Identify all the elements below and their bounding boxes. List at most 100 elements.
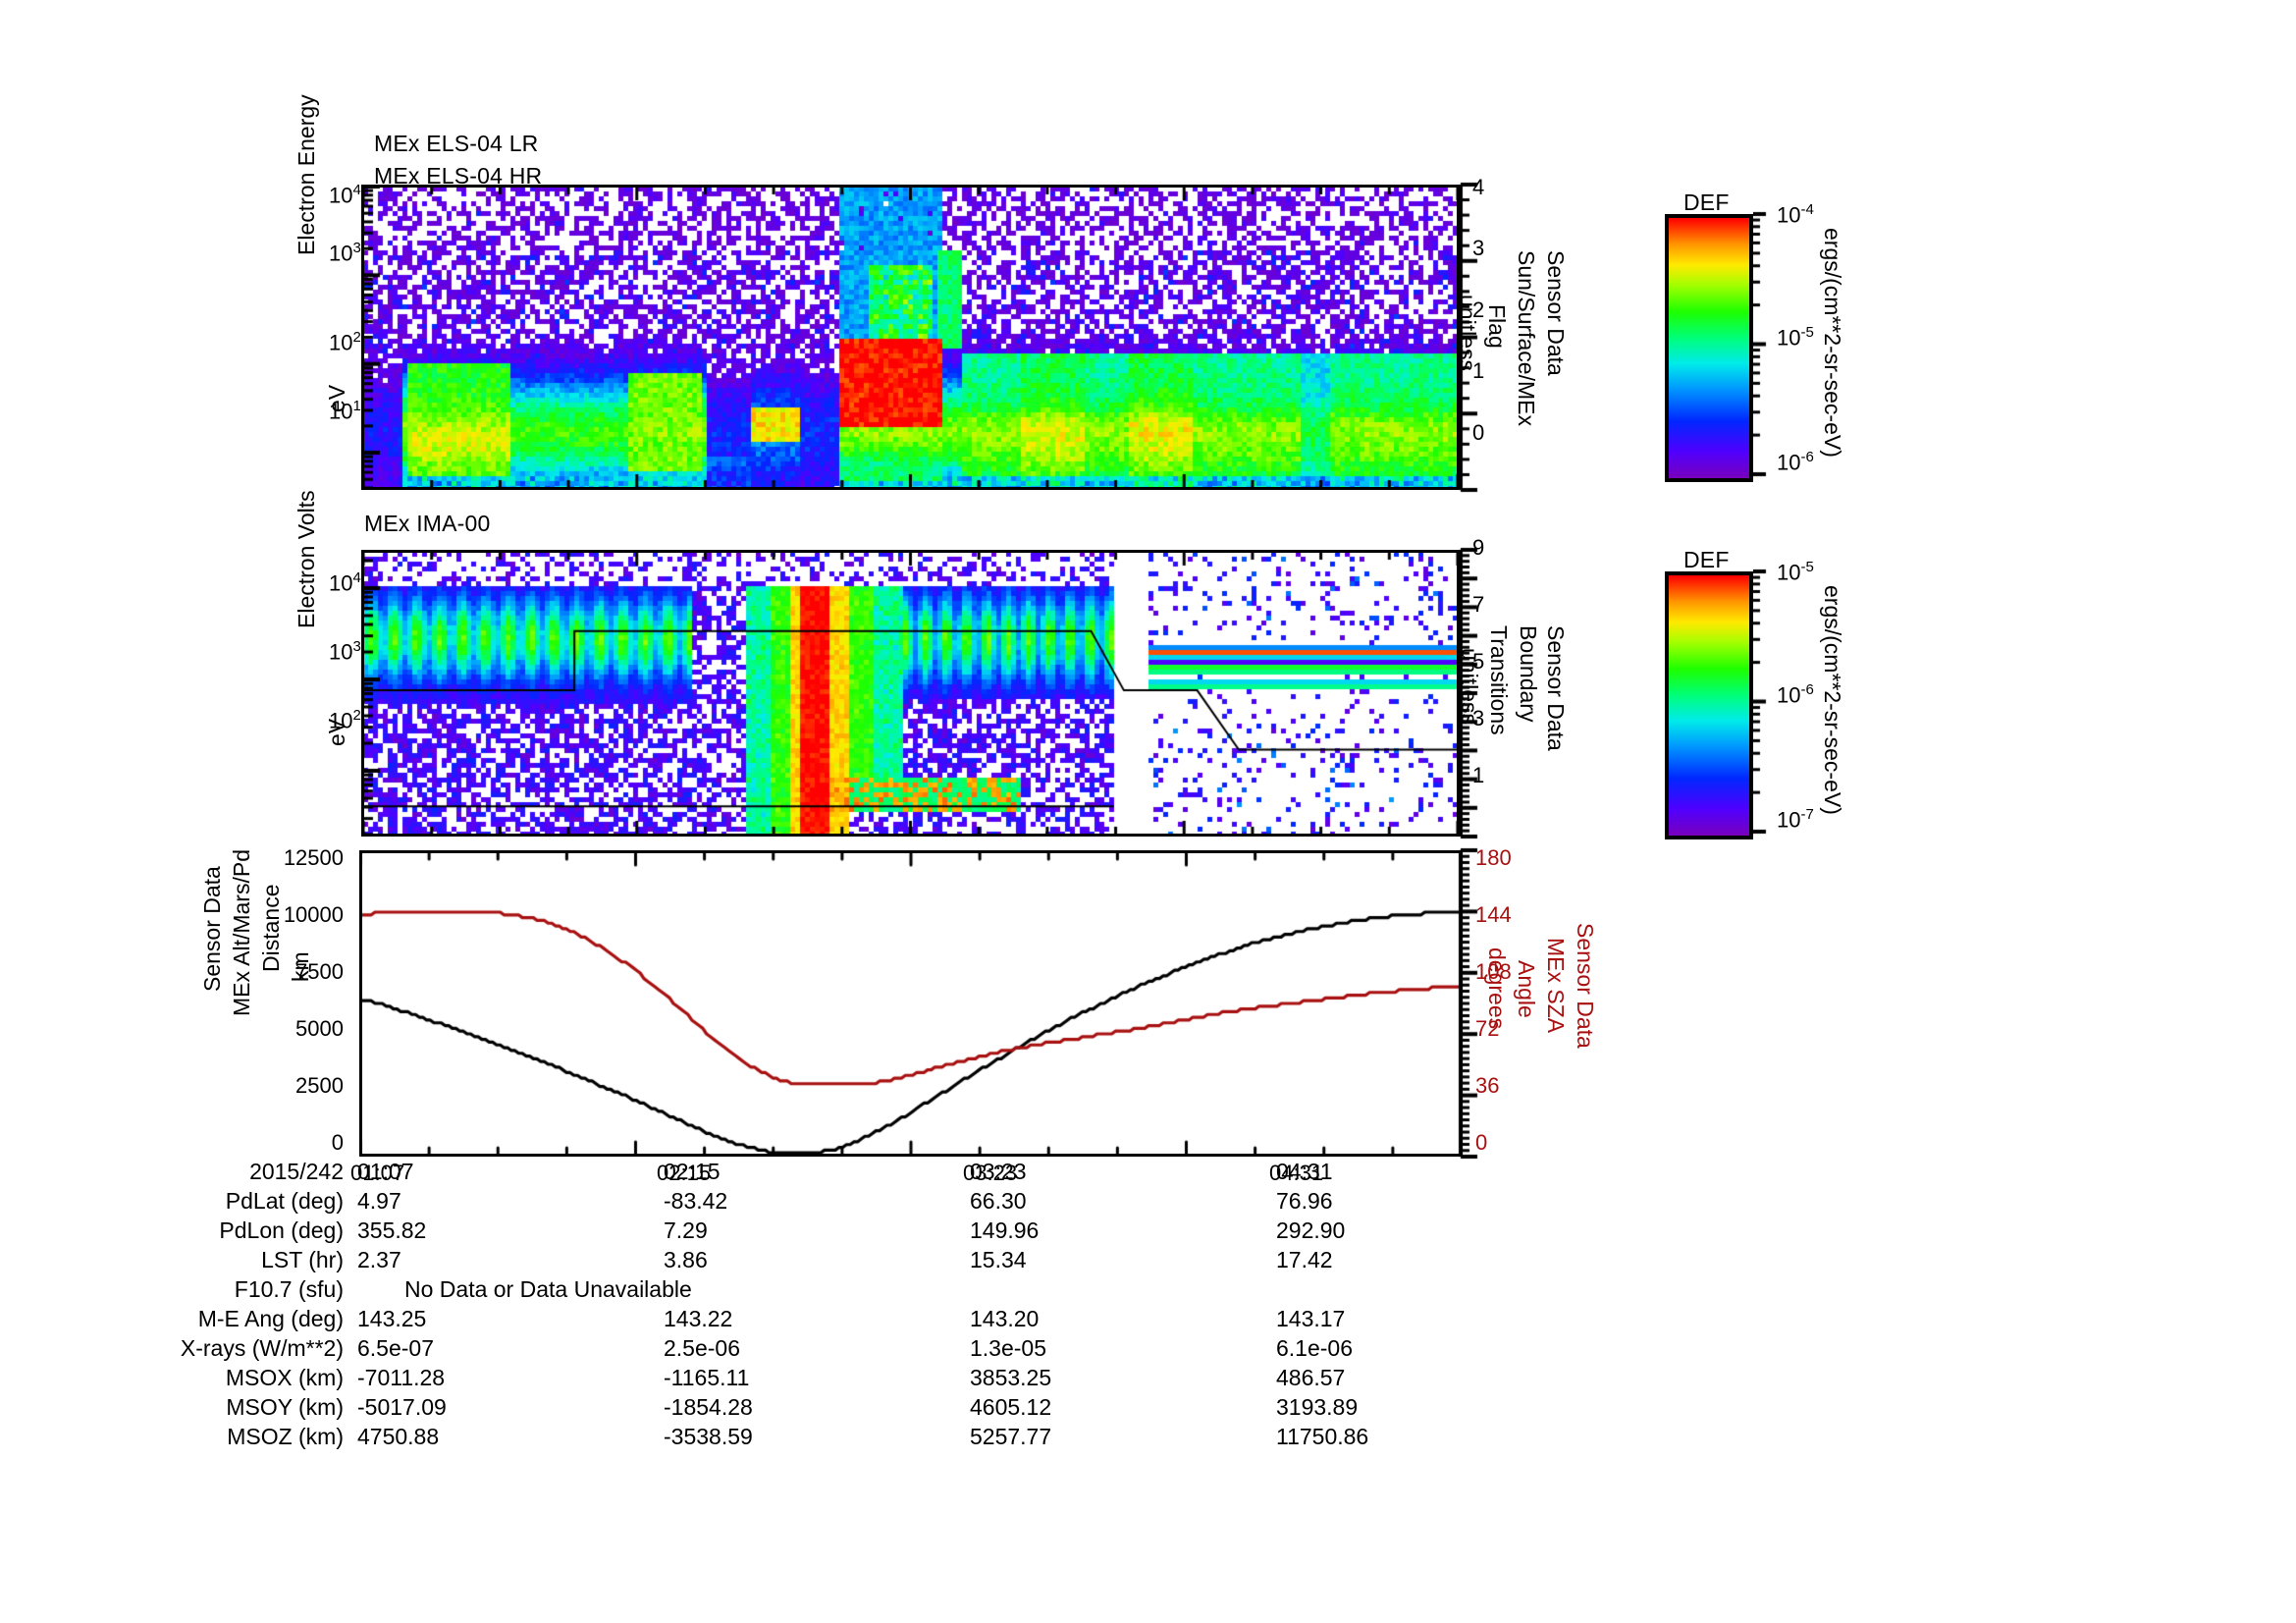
panel3-ytick-7500: 7500 (295, 959, 344, 984)
time-label-2: 03:23 (963, 1161, 1018, 1185)
table-cell: 04:31 (1276, 1159, 1333, 1184)
panel2-rtick-5: 5 (1472, 649, 1485, 674)
colorbar2-ticks (1753, 562, 1792, 846)
colorbar2-frame (1665, 571, 1753, 839)
table-cell: 4.97 (357, 1188, 401, 1214)
table-row-label: MSOY (km) (226, 1394, 344, 1420)
table-cell: 143.22 (664, 1306, 733, 1331)
panel1-ytick-3: 103 (329, 240, 361, 266)
table-row-label: F10.7 (sfu) (234, 1276, 344, 1302)
table-cell: 2.5e-06 (664, 1335, 741, 1361)
table-cell: 292.90 (1276, 1217, 1346, 1243)
panel1-spectrogram (363, 187, 1458, 488)
panel1-left-log-ticks (364, 187, 394, 488)
panel2-left-log-ticks (364, 552, 394, 835)
table-cell: 76.96 (1276, 1188, 1333, 1214)
colorbar1-tick-bot: 10-6 (1777, 449, 1814, 475)
table-row-label: M-E Ang (deg) (197, 1306, 344, 1331)
table-cell: 6.1e-06 (1276, 1335, 1354, 1361)
table-row-label: MSOX (km) (225, 1365, 344, 1390)
panel1-rtick-0: 0 (1472, 420, 1485, 445)
colorbar1-title: DEF (1683, 189, 1730, 215)
colorbar2-title: DEF (1683, 547, 1730, 572)
panel2-rtick-1: 1 (1472, 763, 1485, 787)
panel3-ytick-2500: 2500 (295, 1073, 344, 1098)
table-cell: -1165.11 (664, 1365, 750, 1390)
panel3-line-plot (360, 851, 1462, 1156)
table-cell: 02:15 (664, 1159, 721, 1184)
table-cell: 7.29 (664, 1217, 708, 1243)
panel3-frame (359, 850, 1463, 1157)
table-cell: 143.20 (970, 1306, 1040, 1331)
colorbar1-frame (1665, 214, 1753, 482)
panel1-rtick-2: 2 (1472, 298, 1485, 322)
table-row: MSOX (km) -7011.28 -1165.11 3853.25 486.57 (98, 1363, 1582, 1392)
time-label-1: 02:15 (657, 1161, 712, 1185)
table-cell: -7011.28 (357, 1365, 446, 1390)
panel1-frame (361, 185, 1460, 490)
colorbar2-tick-mid: 10-6 (1777, 681, 1814, 708)
panel3-ytick-0: 0 (331, 1130, 344, 1155)
table-row: PdLon (deg) 355.82 7.29 149.96 292.90 (98, 1216, 1582, 1245)
table-row-label: PdLon (deg) (219, 1217, 344, 1243)
panel2-ytick-4: 104 (329, 569, 361, 596)
panel1-title-hr: MEx ELS-04 HR (374, 163, 543, 189)
table-cell: 2.37 (357, 1247, 401, 1272)
table-cell: 6.5e-07 (357, 1335, 435, 1361)
table-cell: 17.42 (1276, 1247, 1333, 1272)
ephemeris-table: 2015/242 01:07 02:15 03:23 04:31 PdLat (deg) 4… (98, 1157, 1582, 1451)
panel3-rtick-36: 36 (1475, 1073, 1500, 1098)
colorbar2-gradient (1669, 575, 1749, 836)
panel3-ytick-10000: 10000 (283, 902, 344, 927)
table-cell: 66.30 (970, 1188, 1027, 1214)
panel3-rtick-0: 0 (1475, 1130, 1488, 1155)
table-row: F10.7 (sfu) No Data or Data Unavailable (98, 1274, 1582, 1304)
panel2-spectrogram (363, 552, 1458, 835)
panel1-rtick-1: 1 (1472, 358, 1485, 383)
table-cell: 355.82 (357, 1217, 427, 1243)
table-cell: 11750.86 (1276, 1424, 1369, 1449)
panel2-ytick-3: 103 (329, 638, 361, 665)
table-cell: 4605.12 (970, 1394, 1052, 1420)
colorbar2-tick-bot: 10-7 (1777, 806, 1814, 833)
table-cell: 03:23 (970, 1159, 1027, 1184)
panel2-axis-ticks (1345, 530, 1522, 864)
table-cell: -5017.09 (357, 1394, 447, 1420)
panel3-ytick-5000: 5000 (295, 1016, 344, 1041)
table-row-label: MSOZ (km) (227, 1424, 344, 1449)
panel2-rtick-9: 9 (1472, 535, 1485, 560)
panel1-rtick-4: 4 (1472, 175, 1485, 199)
table-row: PdLat (deg) 4.97 -83.42 66.30 76.96 (98, 1186, 1582, 1216)
panel1-title-lr: MEx ELS-04 LR (374, 131, 539, 156)
table-cell: 1.3e-05 (970, 1335, 1047, 1361)
table-row: LST (hr) 2.37 3.86 15.34 17.42 (98, 1245, 1582, 1274)
colorbar1-tick-mid: 10-5 (1777, 324, 1814, 351)
colorbar1-tick-top: 10-4 (1777, 201, 1814, 228)
table-cell: 5257.77 (970, 1424, 1052, 1449)
table-cell: 143.25 (357, 1306, 427, 1331)
table-row-label: PdLat (deg) (225, 1188, 344, 1214)
table-row-label: 2015/242 (249, 1159, 344, 1184)
panel1-ytick-1: 101 (329, 398, 361, 424)
table-row: MSOZ (km) 4750.88 -3538.59 5257.77 11750.86 (98, 1422, 1582, 1451)
time-label-3: 04:31 (1269, 1161, 1324, 1185)
table-cell: -3538.59 (664, 1424, 753, 1449)
panel1-axis-ticks (1345, 142, 1522, 535)
panel1-ytick-4: 104 (329, 182, 361, 208)
panel1-ylabel-text: Electron Energy (294, 94, 319, 255)
panel2-ytick-2: 102 (329, 707, 361, 733)
panel3-axis-ticks (1345, 835, 1531, 1168)
colorbar1-ticks (1753, 204, 1792, 489)
panel2-rtick-7: 7 (1472, 592, 1485, 617)
panel2-title: MEx IMA-00 (364, 511, 491, 536)
table-row-label: LST (hr) (261, 1247, 344, 1272)
panel1-rtick-3: 3 (1472, 236, 1485, 260)
table-row: 2015/242 01:07 02:15 03:23 04:31 (98, 1157, 1582, 1186)
table-cell: -83.42 (664, 1188, 728, 1214)
table-cell: 15.34 (970, 1247, 1027, 1272)
panel2-frame (361, 550, 1460, 837)
panel2-rtick-3: 3 (1472, 706, 1485, 730)
panel3-rtick-108: 108 (1475, 959, 1512, 984)
colorbar2-tick-top: 10-5 (1777, 559, 1814, 585)
table-row: M-E Ang (deg) 143.25 143.22 143.20 143.17 (98, 1304, 1582, 1333)
